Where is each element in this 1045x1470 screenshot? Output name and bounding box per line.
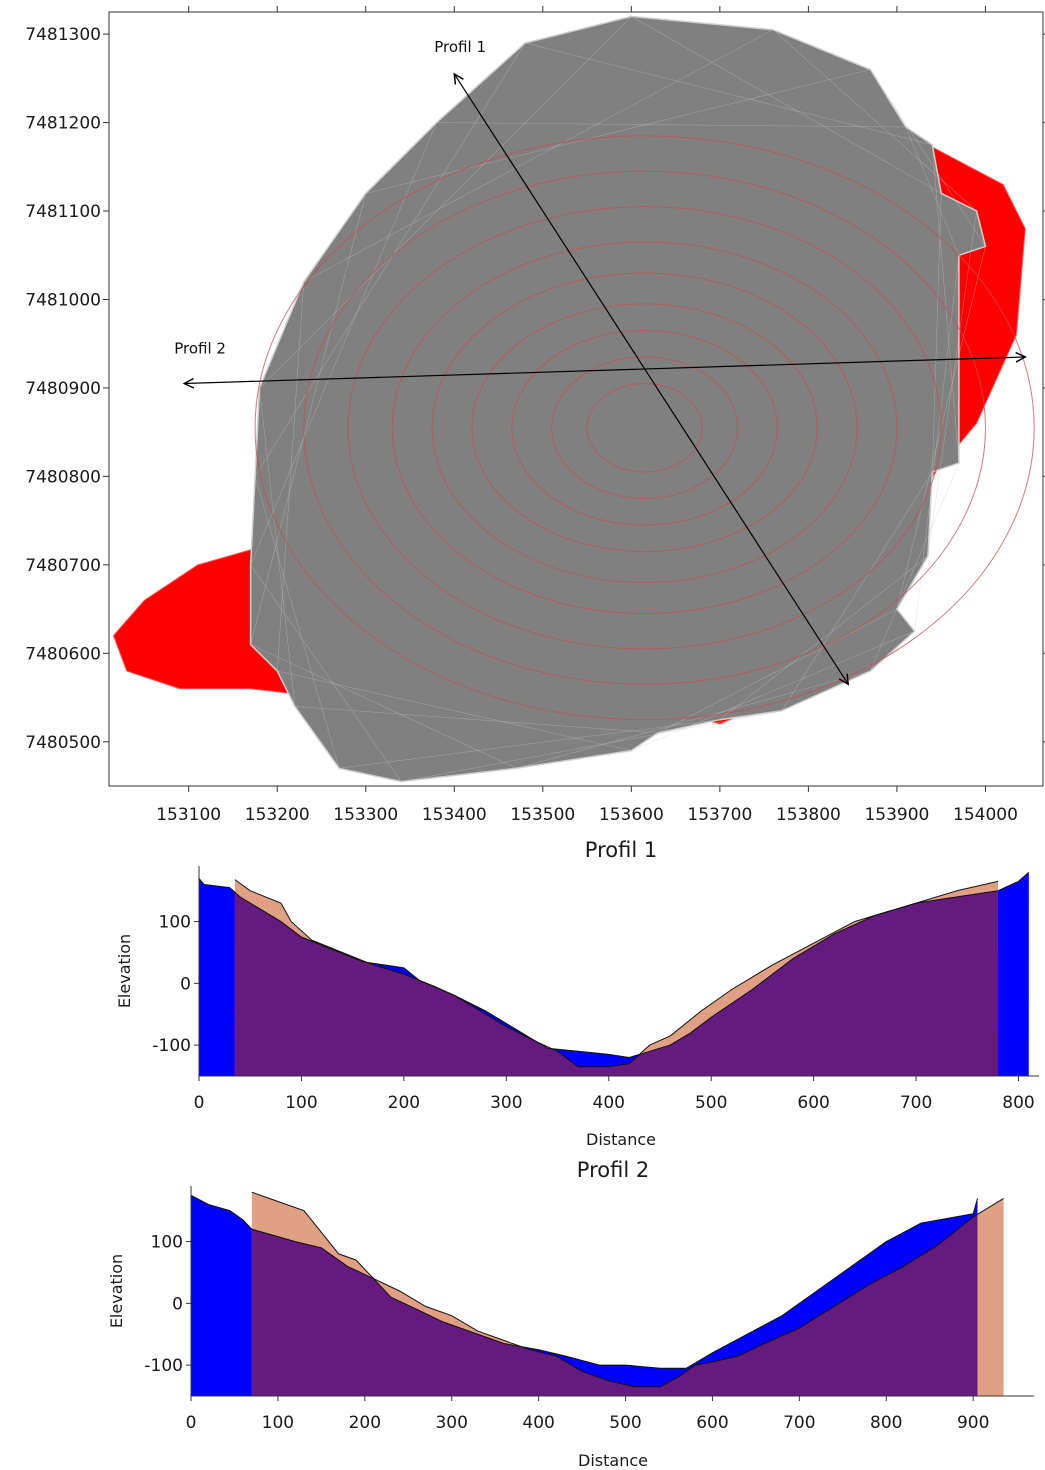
map-x-tick-label: 153700	[687, 805, 752, 825]
profil-1-x-tick-label: 500	[695, 1093, 727, 1113]
profil-1-x-tick-label: 600	[797, 1093, 829, 1113]
mesh-line	[250, 644, 517, 769]
profil-1-x-tick-label: 0	[194, 1093, 205, 1113]
mesh-line	[772, 29, 977, 212]
profil-2-series-b-line	[251, 1191, 1004, 1388]
profil-2-title: Profil 2	[577, 1158, 649, 1182]
profil-1-x-tick-label: 400	[593, 1093, 625, 1113]
profile-2-label: Profil 2	[174, 340, 226, 358]
profile-2-line	[184, 357, 1025, 384]
map-x-axis: 153100 153200 153300 153400 153500 153600 1537…	[156, 6, 1018, 825]
profil-1-series-b-line	[234, 879, 999, 1068]
profile-lines	[184, 74, 1025, 684]
map-x-tick-label: 153300	[333, 805, 398, 825]
profil-1-x-tick-label: 100	[285, 1093, 317, 1113]
profil-2-x-tick-label: 900	[957, 1413, 989, 1433]
profil-1-x-tick-label: 300	[490, 1093, 522, 1113]
mesh-line	[905, 126, 960, 256]
map-frame	[108, 11, 1044, 787]
map-x-tick-label: 154000	[953, 805, 1018, 825]
map-y-axis: 7480500 7480600 7480700 7480800 7480900 74810…	[25, 25, 1045, 753]
mesh-line	[932, 144, 960, 464]
profil-1-y-tick-label: -100	[152, 1036, 191, 1056]
mesh-line	[276, 281, 305, 672]
mesh-line	[277, 670, 632, 751]
map-x-tick-label: 153100	[156, 805, 221, 825]
map-y-tick-label: 7480700	[25, 556, 101, 576]
map-y-tick-label: 7481300	[25, 25, 101, 45]
map-y-tick-label: 7481200	[25, 114, 101, 134]
profil-2-x-tick-label: 100	[262, 1413, 294, 1433]
profil-2-series-a-line	[191, 1194, 978, 1369]
profil-1-x-tick-label: 800	[1002, 1093, 1034, 1113]
mesh-line	[870, 463, 960, 672]
profil-2-ylabel: Elevation	[107, 1254, 126, 1328]
profil-1-overlap-area	[234, 879, 999, 1076]
mesh-line	[259, 387, 296, 707]
profil-2-chart: Profil 2 0 100 200 300 400 500 600 700 800 900 -10…	[107, 1158, 1034, 1470]
mesh-line	[254, 476, 340, 769]
profil-2-x-tick-label: 400	[522, 1413, 554, 1433]
profil-2-plot	[191, 1191, 1004, 1396]
profil-1-title: Profil 1	[585, 838, 657, 862]
profil-1-plot	[199, 871, 1030, 1076]
profil-2-overlap-area	[251, 1195, 978, 1396]
map-y-tick-label: 7480600	[25, 644, 101, 664]
profil-2-xlabel: Distance	[578, 1451, 648, 1470]
profil-1-y-tick-label: 100	[159, 913, 191, 933]
mesh-line	[631, 630, 915, 751]
plan-view-map: 153100 153200 153300 153400 153500 153600 1537…	[25, 6, 1045, 825]
profil-1-series-a-line	[199, 871, 1030, 1059]
mesh-line	[339, 719, 720, 769]
map-x-tick-label: 153600	[599, 805, 664, 825]
map-plot-area	[112, 15, 1035, 783]
map-y-tick-label: 7480800	[25, 467, 101, 487]
profile-1-label: Profil 1	[434, 38, 486, 56]
profil-1-y-tick-label: 0	[180, 974, 191, 994]
mesh-line	[250, 564, 402, 782]
mesh-line	[250, 122, 437, 565]
profil-2-x-tick-label: 700	[783, 1413, 815, 1433]
map-y-tick-label: 7481100	[25, 202, 101, 222]
profile-labels: Profil 1 Profil 2	[174, 38, 486, 358]
profil-1-ylabel: Elevation	[115, 934, 134, 1008]
mesh-line	[294, 706, 658, 734]
map-x-tick-label: 153800	[776, 805, 841, 825]
profil-1-axes: 0 100 200 300 400 500 600 700 800 -100 0 100	[152, 866, 1039, 1113]
map-x-tick-label: 153900	[864, 805, 929, 825]
profil-2-x-tick-label: 600	[696, 1413, 728, 1433]
mesh-line	[870, 69, 986, 247]
profil-2-x-tick-label: 800	[870, 1413, 902, 1433]
mesh-line	[914, 255, 960, 632]
profil-1-x-tick-label: 200	[388, 1093, 420, 1113]
map-y-tick-label: 7481000	[25, 290, 101, 310]
profil-2-x-tick-label: 500	[609, 1413, 641, 1433]
map-x-tick-label: 153200	[245, 805, 310, 825]
mesh-line	[516, 670, 871, 769]
map-x-tick-label: 153500	[510, 805, 575, 825]
mesh-line	[250, 193, 367, 645]
mesh-line	[401, 710, 782, 782]
map-x-tick-label: 153400	[422, 805, 487, 825]
profil-1-chart: Profil 1 0 100 200 300 400 500 600 700 800 -100 0 1…	[115, 838, 1039, 1149]
map-y-tick-label: 7480500	[25, 733, 101, 753]
profil-2-y-tick-label: -100	[144, 1356, 183, 1376]
profil-1-x-tick-label: 700	[900, 1093, 932, 1113]
profil-2-y-tick-label: 0	[172, 1294, 183, 1314]
profil-2-x-tick-label: 200	[349, 1413, 381, 1433]
profil-2-x-tick-label: 0	[186, 1413, 197, 1433]
profil-1-xlabel: Distance	[586, 1130, 656, 1149]
profil-2-y-tick-label: 100	[151, 1233, 183, 1253]
map-y-tick-label: 7480900	[25, 379, 101, 399]
profil-2-axes: 0 100 200 300 400 500 600 700 800 900 -100 0 100	[144, 1186, 1034, 1433]
mesh-line	[932, 193, 942, 472]
profil-2-x-tick-label: 300	[435, 1413, 467, 1433]
